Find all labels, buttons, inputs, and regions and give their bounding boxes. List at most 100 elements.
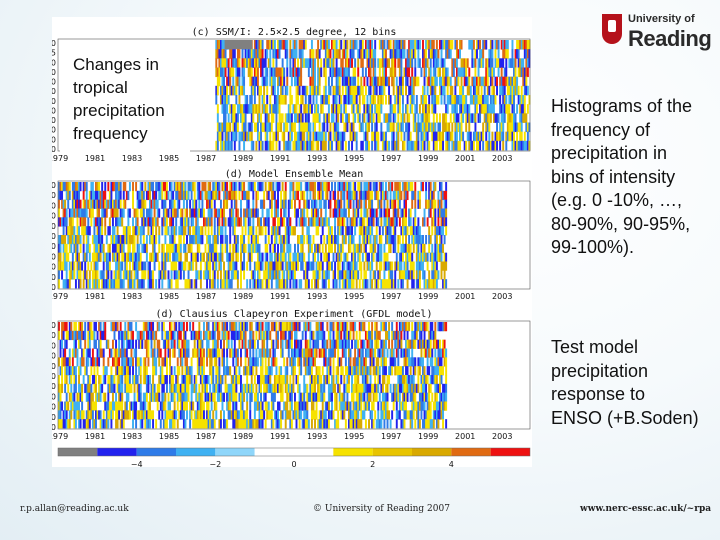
heat-cell: [406, 357, 409, 367]
heat-cell: [422, 235, 424, 245]
heat-cell: [361, 357, 364, 367]
heat-cell: [232, 113, 235, 123]
heat-cell: [381, 182, 384, 192]
heat-cell: [386, 235, 389, 245]
heat-cell: [119, 366, 122, 376]
heat-cell: [212, 270, 215, 280]
heat-cell: [445, 366, 448, 376]
heat-cell: [85, 235, 88, 245]
heat-cell: [315, 279, 318, 289]
heat-cell: [340, 40, 343, 50]
heat-cell: [429, 357, 432, 367]
heat-cell: [476, 85, 478, 96]
heat-cell: [434, 279, 437, 289]
heat-cell: [422, 122, 424, 133]
heat-cell: [98, 357, 101, 367]
heat-cell: [135, 322, 138, 332]
heat-cell: [343, 235, 346, 245]
heat-cell: [344, 357, 347, 367]
heat-cell: [306, 199, 309, 209]
heat-cell: [306, 235, 309, 245]
heat-cell: [380, 235, 383, 245]
heat-cell: [304, 348, 307, 358]
heat-cell: [98, 339, 101, 349]
heat-cell: [437, 67, 440, 78]
heat-cell: [65, 366, 68, 376]
heat-cell: [95, 261, 97, 271]
heat-cell: [253, 122, 256, 133]
heat-cell: [64, 279, 67, 289]
heat-cell: [337, 208, 340, 218]
heat-cell: [522, 95, 525, 105]
heat-cell: [314, 190, 316, 201]
heat-cell: [258, 85, 261, 96]
heat-cell: [417, 49, 420, 59]
heat-cell: [309, 217, 312, 227]
heat-cell: [364, 235, 367, 245]
heat-cell: [479, 76, 482, 87]
heat-cell: [482, 131, 485, 142]
heat-cell: [394, 270, 397, 280]
heat-cell: [423, 49, 426, 59]
heat-cell: [287, 261, 290, 271]
heat-cell: [227, 217, 230, 227]
heat-cell: [278, 217, 281, 227]
heat-cell: [227, 279, 230, 289]
heat-cell: [88, 322, 91, 332]
heat-cell: [116, 235, 119, 245]
heat-cell: [236, 279, 239, 289]
heat-cell: [440, 235, 443, 245]
heat-cell: [179, 270, 182, 280]
heat-cell: [244, 330, 247, 341]
heat-cell: [118, 261, 121, 271]
heat-cell: [443, 279, 446, 289]
heat-cell: [477, 113, 480, 123]
heat-cell: [429, 76, 432, 87]
heat-cell: [65, 357, 68, 367]
heat-cell: [176, 252, 179, 262]
heat-cell: [400, 49, 403, 59]
x-tick-label: 2003: [492, 432, 512, 441]
heat-cell: [181, 208, 184, 218]
heat-cell: [172, 375, 175, 385]
heat-cell: [206, 348, 209, 358]
heat-cell: [173, 182, 176, 192]
heat-cell: [307, 226, 310, 236]
heat-cell: [295, 208, 298, 218]
heat-cell: [340, 140, 343, 151]
heat-cell: [306, 113, 309, 123]
heat-cell: [189, 182, 192, 192]
heat-cell: [324, 279, 327, 289]
heat-cell: [124, 270, 127, 280]
heat-cell: [243, 322, 246, 332]
heat-cell: [272, 182, 275, 192]
heat-cell: [428, 208, 431, 218]
heat-cell: [400, 76, 403, 87]
heat-cell: [169, 366, 172, 376]
heat-cell: [494, 58, 497, 68]
heat-cell: [275, 122, 278, 133]
heat-cell: [471, 76, 474, 87]
heat-cell: [375, 182, 378, 192]
heat-cell: [414, 208, 417, 218]
heat-cell: [236, 235, 239, 245]
heat-cell: [385, 140, 387, 151]
heat-cell: [125, 375, 128, 385]
heat-cell: [324, 208, 327, 218]
heat-cell: [119, 270, 122, 280]
heat-cell: [309, 261, 312, 271]
heat-cell: [361, 49, 364, 59]
heat-cell: [409, 270, 412, 280]
heat-cell: [223, 113, 225, 123]
heat-cell: [62, 348, 65, 358]
heat-cell: [110, 182, 113, 192]
heat-cell: [58, 208, 60, 218]
heat-cell: [64, 252, 67, 262]
heat-cell: [127, 322, 130, 332]
heat-cell: [93, 235, 96, 245]
heat-cell: [358, 40, 361, 50]
heat-cell: [206, 270, 209, 280]
heat-cell: [286, 270, 289, 280]
heat-cell: [364, 199, 367, 209]
heat-cell: [165, 182, 168, 192]
